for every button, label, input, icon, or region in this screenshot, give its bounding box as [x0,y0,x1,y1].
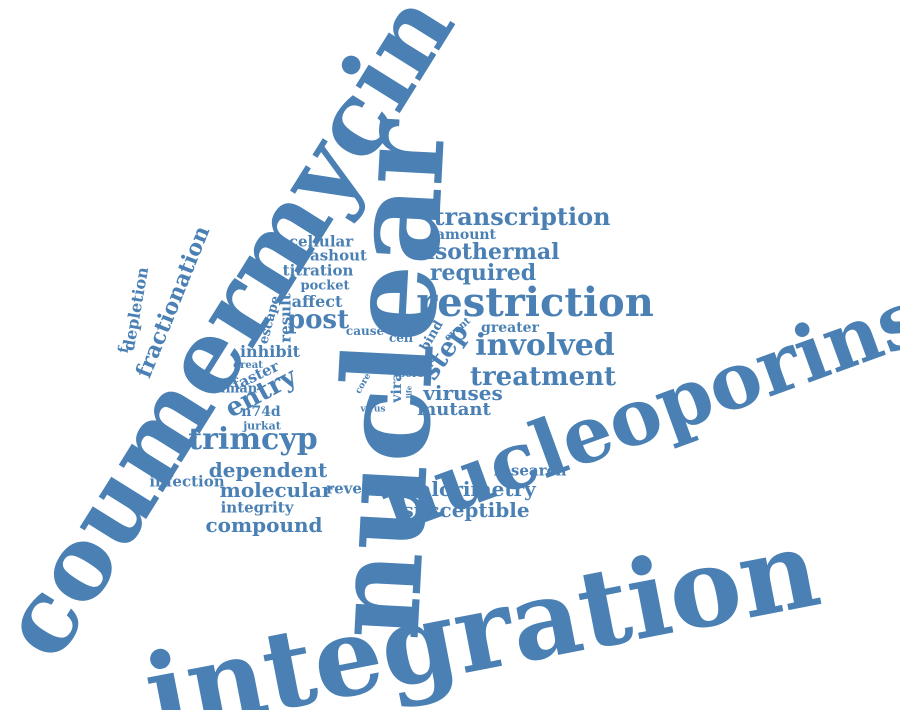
word-compound: compound [205,513,323,537]
word-reverse: reverse [326,479,388,498]
word-cellular: cellular [288,232,354,251]
word-human: human [206,381,258,397]
word-n74d: n74d [241,404,281,420]
word-trimcyp: trimcyp [188,422,318,457]
word-virus: virus [360,404,386,415]
word-isothermal: isothermal [426,239,560,265]
word-cell: cell [388,331,414,345]
word-side: side [363,362,385,373]
word-molecular: molecular [219,478,333,502]
word-cause: cause [345,324,385,338]
word-great: great [233,360,263,371]
word-transcription: transcription [433,202,611,231]
word-susceptible: susceptible [402,498,530,522]
word-viral: viral [389,367,405,403]
word-post: post [286,305,350,335]
word-jurkat: jurkat [243,419,281,433]
word-required: required [429,260,537,286]
word-dependent: dependent [208,458,328,482]
word-life: life [404,385,414,399]
word-integration: integration [135,505,829,710]
word-washout: washout [297,246,367,265]
word-affect: affect [291,292,343,311]
word-treatment: treatment [469,362,617,392]
word-inhibit: inhibit [239,342,301,361]
word-research: research [493,461,567,480]
word-greater: greater [481,320,539,336]
word-mutant: mutant [417,399,491,420]
word-titration: titration [282,261,354,280]
word-involved: involved [475,328,615,363]
word-restriction: restriction [416,279,654,326]
word-f: f [115,345,133,355]
word-pore: pore [398,369,424,380]
word-integrity: integrity [220,498,294,517]
word-amount: amount [435,227,497,243]
word-pocket: pocket [300,278,350,294]
word-infection: infection [149,472,225,491]
word-calorimetry: calorimetry [406,477,536,501]
word-viruses: viruses [423,381,503,405]
